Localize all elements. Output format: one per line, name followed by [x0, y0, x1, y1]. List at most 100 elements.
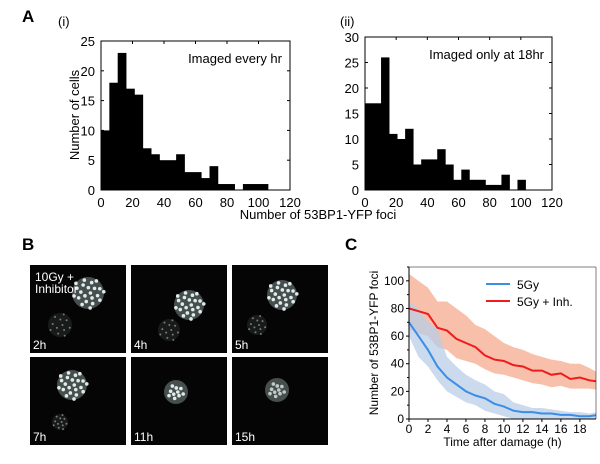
- histogram-bar: [134, 94, 144, 190]
- focus-spot: [198, 299, 202, 303]
- focus-spot: [56, 422, 59, 425]
- focus-spot: [179, 386, 183, 391]
- focus-spot: [52, 424, 55, 427]
- histogram-bar: [517, 179, 526, 190]
- focus-spot: [82, 278, 87, 282]
- focus-spot: [80, 302, 84, 307]
- focus-spot: [261, 320, 264, 323]
- focus-spot: [277, 388, 281, 392]
- histogram-bar: [381, 57, 390, 191]
- focus-spot: [291, 299, 295, 304]
- focus-spot: [61, 424, 64, 427]
- focus-spot: [75, 286, 79, 291]
- focus-spot: [163, 321, 166, 324]
- focus-spot: [190, 307, 195, 312]
- focus-spot: [57, 332, 60, 335]
- condition-label: 10Gy +: [35, 270, 74, 284]
- focus-spot: [81, 283, 85, 287]
- y-tick-label: 25: [345, 56, 359, 71]
- focus-spot: [288, 281, 292, 286]
- nucleus: [174, 290, 204, 320]
- y-tick-label: 25: [81, 34, 95, 49]
- histogram-imaged-every-hr: 0 20 40 60 80 100 120 0 5 10 15 20 25 Imaged every hr: [81, 34, 301, 210]
- focus-spot: [284, 303, 289, 307]
- plot-area: [409, 273, 596, 419]
- focus-spot: [282, 390, 286, 394]
- y-tick-label: 15: [81, 94, 95, 109]
- focus-spot: [190, 293, 195, 298]
- nucleus: [247, 315, 267, 335]
- focus-spot: [249, 323, 252, 326]
- x-tick-label: 12: [516, 422, 530, 436]
- x-tick-label: 16: [554, 422, 568, 436]
- histogram-bar: [159, 160, 169, 190]
- y-tick-label: 15: [345, 107, 359, 122]
- histogram-bar: [142, 148, 152, 190]
- focus-spot: [174, 386, 179, 390]
- x-tick-label: 60: [188, 195, 202, 210]
- y-tick-label: 20: [391, 384, 405, 398]
- focus-spot: [72, 383, 77, 387]
- panel-label-b: B: [22, 235, 34, 254]
- focus-spot: [59, 417, 62, 420]
- histogram-bar: [437, 149, 446, 190]
- focus-spot: [272, 390, 277, 394]
- focus-spot: [198, 309, 202, 314]
- y-axis-label-cells: Number of cells: [67, 69, 82, 160]
- focus-spot: [282, 307, 286, 311]
- focus-spot: [273, 394, 278, 399]
- focus-spot: [174, 305, 178, 310]
- y-tick-label: 0: [88, 183, 95, 198]
- timepoint-label: 15h: [235, 430, 255, 444]
- focus-spot: [63, 382, 68, 386]
- microscopy-tile: 7h: [30, 357, 126, 445]
- focus-spot: [269, 288, 274, 293]
- focus-spot: [55, 415, 58, 418]
- histogram-bar: [151, 154, 160, 190]
- histogram-bar: [429, 159, 438, 190]
- focus-spot: [58, 374, 63, 378]
- focus-spot: [168, 323, 171, 326]
- tile-background: [30, 265, 126, 353]
- focus-spot: [280, 288, 285, 292]
- focus-spot: [172, 338, 175, 341]
- nucleus: [52, 414, 68, 430]
- focus-spot: [79, 290, 83, 294]
- x-tick-label: 120: [541, 195, 563, 210]
- focus-spot: [268, 391, 272, 396]
- focus-spot: [267, 295, 271, 300]
- focus-spot: [62, 313, 65, 316]
- focus-spot: [268, 284, 273, 288]
- focus-spot: [159, 333, 162, 336]
- histogram-bar: [445, 164, 454, 190]
- focus-spot: [191, 313, 196, 317]
- focus-spot: [294, 292, 299, 296]
- focus-spot: [73, 373, 78, 378]
- x-tick-label: 40: [157, 195, 171, 210]
- focus-spot: [168, 389, 173, 394]
- focus-spot: [74, 281, 78, 286]
- focus-spot: [88, 291, 93, 295]
- focus-spot: [184, 305, 188, 310]
- nucleus: [57, 370, 87, 400]
- nucleus: [267, 280, 297, 310]
- histogram-bar: [217, 184, 227, 190]
- focus-spot: [189, 303, 194, 307]
- focus-spot: [65, 422, 68, 425]
- focus-spot: [171, 333, 174, 336]
- x-tick-label: 0: [406, 422, 413, 436]
- panel-label-a: A: [22, 7, 34, 26]
- focus-spot: [170, 329, 173, 331]
- focus-spot: [201, 302, 206, 306]
- x-tick-label: 6: [463, 422, 470, 436]
- focus-spot: [176, 298, 181, 303]
- focus-spot: [275, 384, 280, 388]
- y-tick-label: 20: [81, 64, 95, 79]
- microscopy-tile: 2h: [30, 265, 126, 353]
- focus-spot: [180, 302, 185, 306]
- histogram-bar: [242, 184, 252, 190]
- timepoint-label: 5h: [235, 338, 248, 352]
- focus-spot: [81, 389, 85, 394]
- histogram-bar: [176, 154, 185, 190]
- nucleus: [164, 380, 188, 404]
